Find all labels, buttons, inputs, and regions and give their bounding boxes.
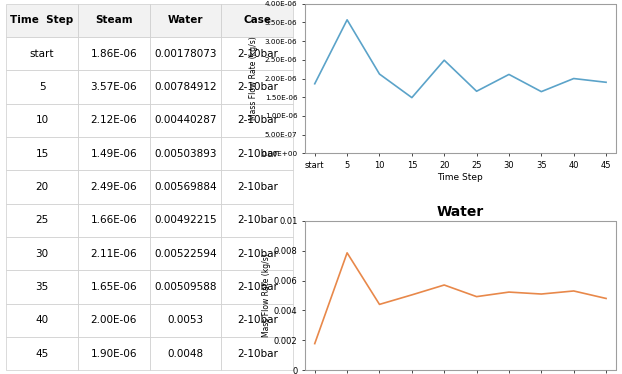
Title: Water: Water bbox=[437, 205, 484, 220]
Bar bbox=[305, 221, 616, 370]
X-axis label: Time Step: Time Step bbox=[437, 173, 483, 182]
Bar bbox=[305, 4, 616, 153]
Title: Steam: Steam bbox=[435, 0, 485, 3]
Y-axis label: Mass Flow Rate (kg/s): Mass Flow Rate (kg/s) bbox=[262, 254, 271, 337]
Y-axis label: Mass Flow Rate (kg/s): Mass Flow Rate (kg/s) bbox=[249, 37, 259, 120]
